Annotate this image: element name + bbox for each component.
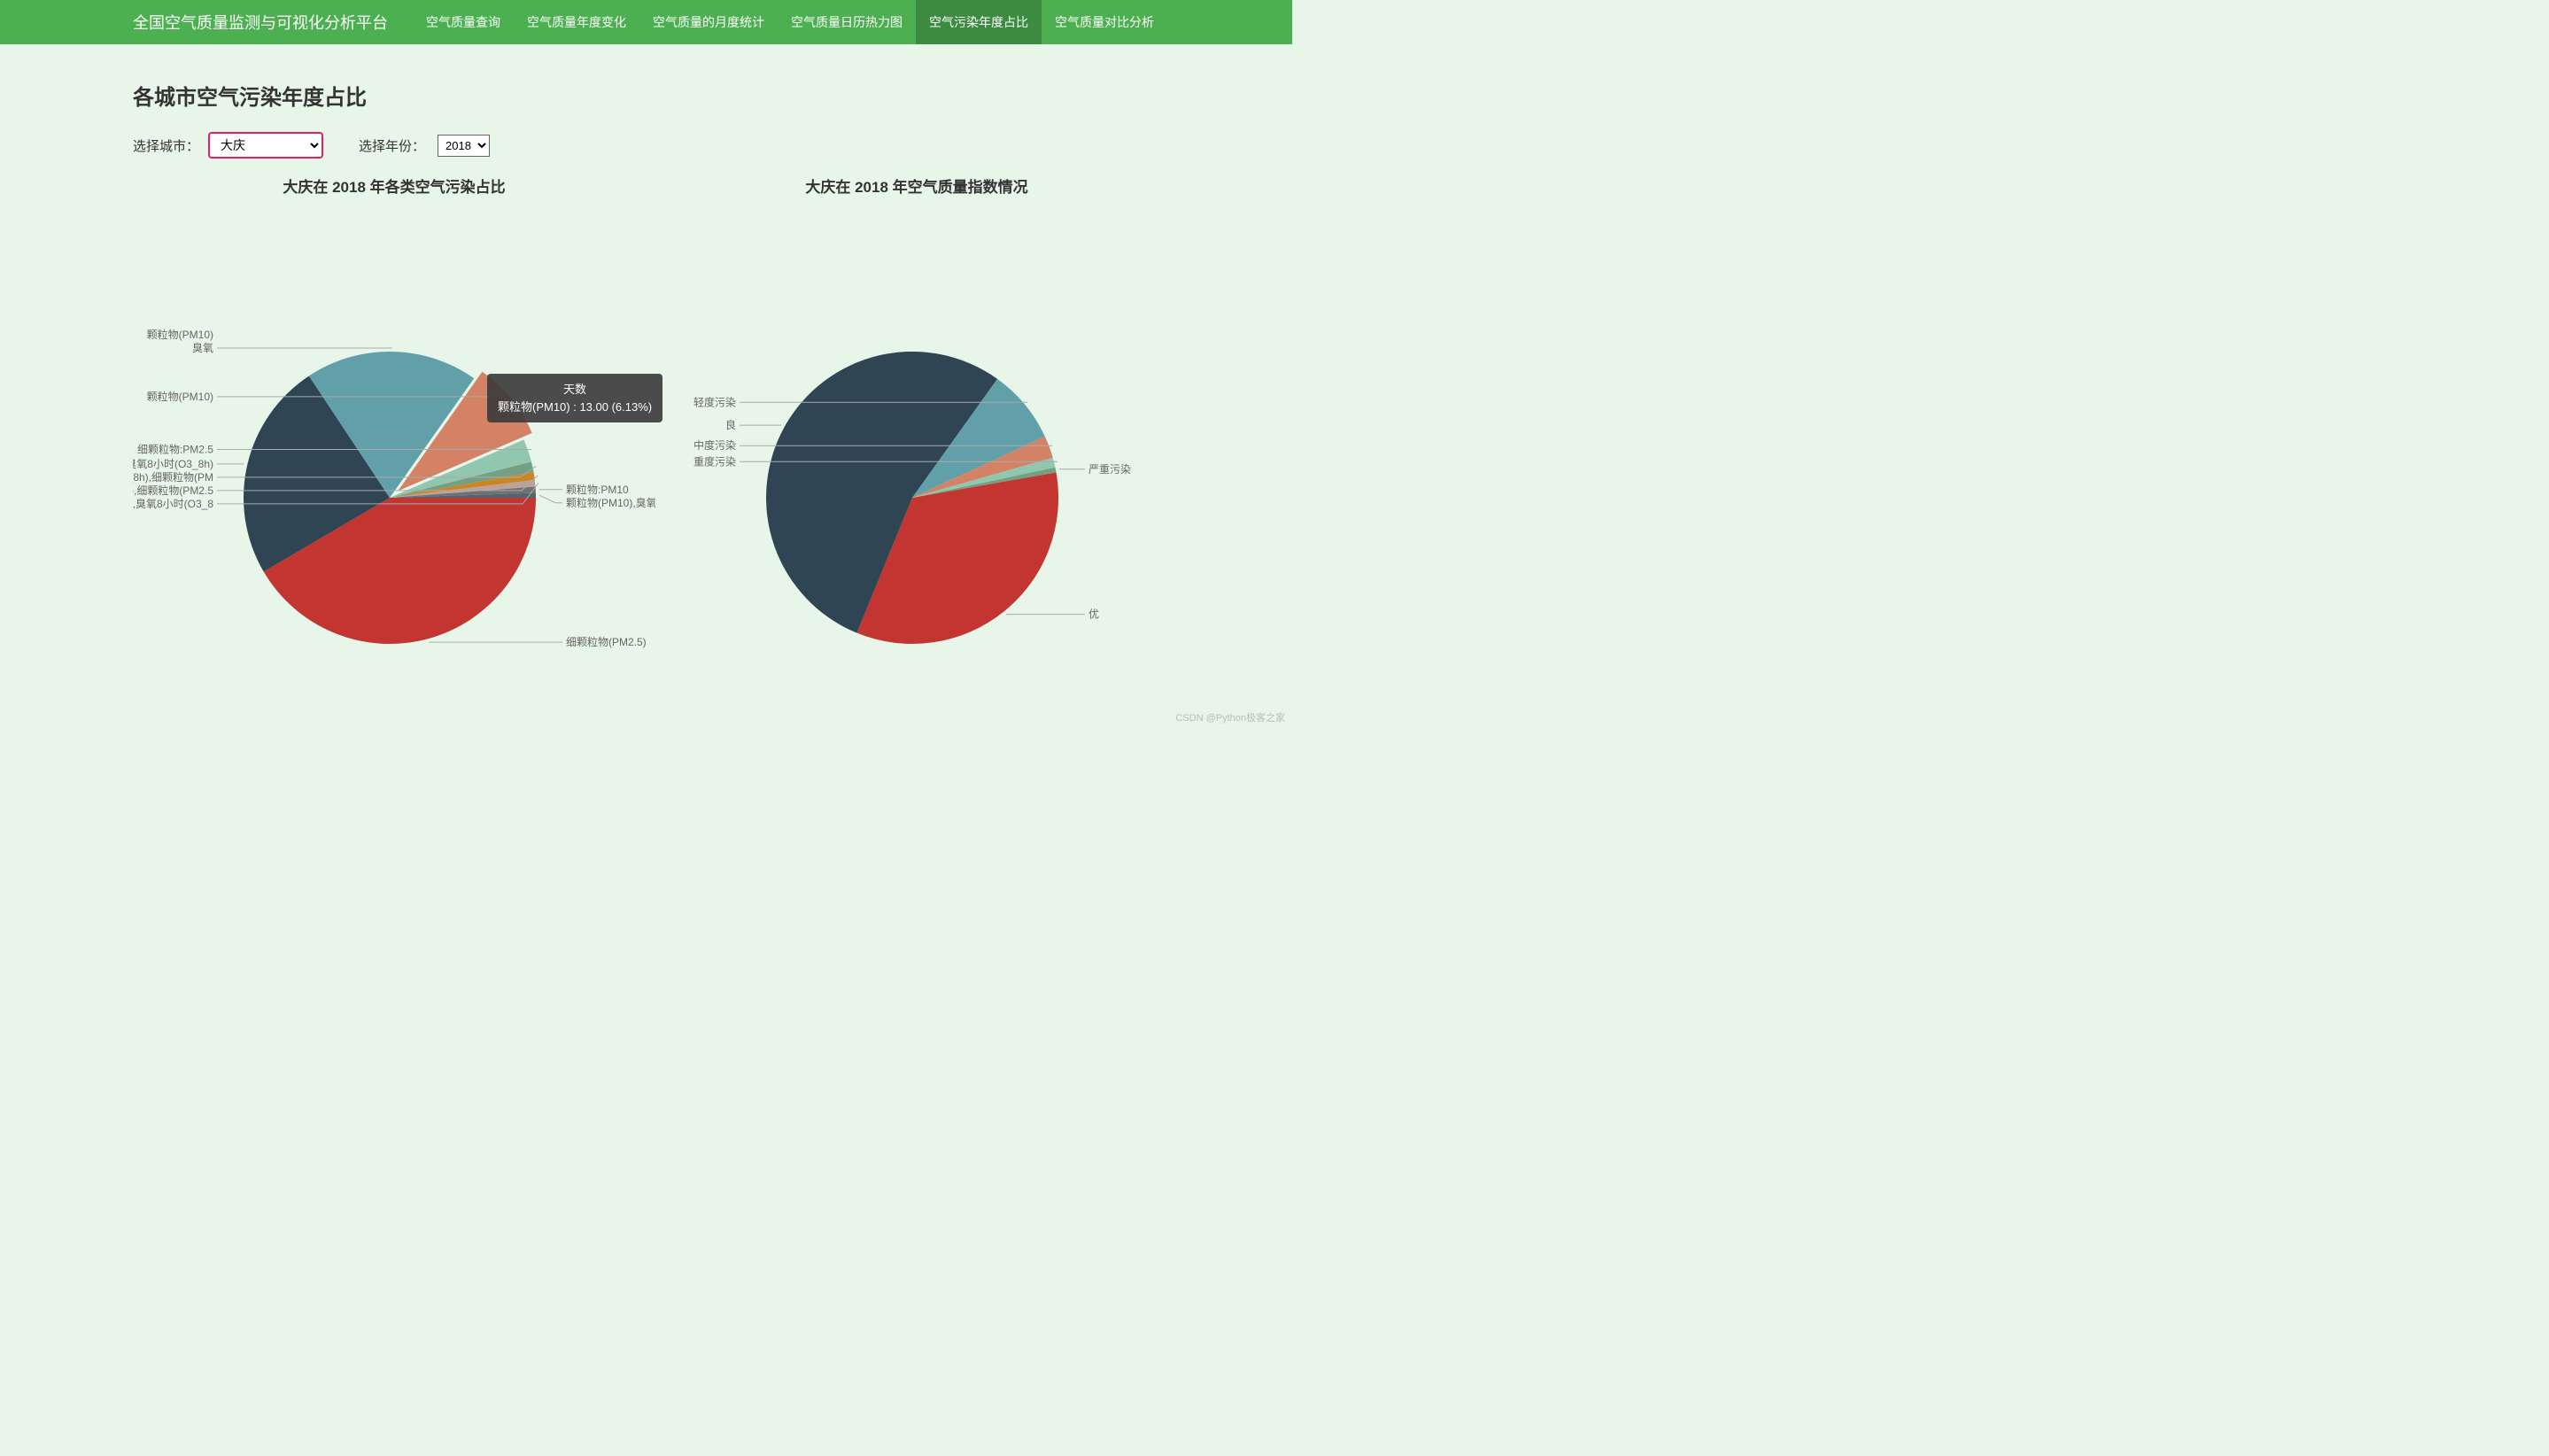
pie-chart-right[interactable]: 轻度污染良中度污染重度污染严重污染优 xyxy=(655,205,1178,684)
chart-right-title: 大庆在 2018 年空气质量指数情况 xyxy=(655,174,1178,197)
city-select[interactable]: 大庆 xyxy=(208,132,323,159)
slice-label: 二氧化氮(NO2),臭氧8小时(O3_8 xyxy=(133,497,213,510)
navbar: 全国空气质量监测与可视化分析平台 空气质量查询空气质量年度变化空气质量的月度统计… xyxy=(0,0,1292,44)
slice-label-extra: 颗粒物(PM10) xyxy=(147,328,213,341)
chart-left-title: 大庆在 2018 年各类空气污染占比 xyxy=(133,174,655,197)
slice-label: 颗粒物:PM10 xyxy=(566,483,629,496)
slice-label: 良 xyxy=(725,418,736,431)
slice-label: 臭氧8小时(O3_8h),细颗粒物(PM xyxy=(133,470,213,484)
page-title: 各城市空气污染年度占比 xyxy=(133,80,1292,111)
slice-label: 优 xyxy=(1089,608,1099,621)
slice-label: 重度污染 xyxy=(693,454,736,468)
brand-title: 全国空气质量监测与可视化分析平台 xyxy=(133,11,388,34)
slice-label: 颗粒物(PM10) xyxy=(147,390,213,403)
slice-label: 细颗粒物:PM2.5 xyxy=(137,442,213,455)
slice-label: 严重污染 xyxy=(1089,462,1131,476)
watermark: CSDN @Python极客之家 xyxy=(1175,710,1285,724)
slice-label: 中度污染 xyxy=(693,438,736,452)
chart-aqi-ratio: 大庆在 2018 年空气质量指数情况 轻度污染良中度污染重度污染严重污染优 xyxy=(655,174,1178,684)
nav-item[interactable]: 空气质量查询 xyxy=(413,0,514,44)
nav-items: 空气质量查询空气质量年度变化空气质量的月度统计空气质量日历热力图空气污染年度占比… xyxy=(413,0,1167,44)
nav-item[interactable]: 空气污染年度占比 xyxy=(916,0,1042,44)
nav-item[interactable]: 空气质量对比分析 xyxy=(1042,0,1167,44)
pie-chart-left[interactable]: 臭氧颗粒物(PM10)细颗粒物:PM2.5臭氧8小时(O3_8h)臭氧8小时(O… xyxy=(133,205,655,684)
year-label: 选择年份： xyxy=(359,136,425,155)
nav-item[interactable]: 空气质量日历热力图 xyxy=(778,0,916,44)
chart-pollution-ratio: 大庆在 2018 年各类空气污染占比 臭氧颗粒物(PM10)细颗粒物:PM2.5… xyxy=(133,174,655,684)
slice-label: 臭氧 xyxy=(192,341,213,354)
charts-row: 大庆在 2018 年各类空气污染占比 臭氧颗粒物(PM10)细颗粒物:PM2.5… xyxy=(0,174,1292,684)
slice-label: 颗粒物(PM10),细颗粒物(PM2.5 xyxy=(133,484,213,497)
controls-row: 选择城市： 大庆 选择年份： 2018 xyxy=(133,132,1292,159)
nav-item[interactable]: 空气质量年度变化 xyxy=(514,0,639,44)
slice-label: 轻度污染 xyxy=(693,395,736,408)
slice-label: 颗粒物(PM10),臭氧8小时(O3_8 xyxy=(566,496,655,509)
year-select[interactable]: 2018 xyxy=(438,135,490,157)
slice-label: 臭氧8小时(O3_8h) xyxy=(133,457,213,470)
nav-item[interactable]: 空气质量的月度统计 xyxy=(639,0,778,44)
slice-label: 细颗粒物(PM2.5) xyxy=(566,635,647,648)
city-label: 选择城市： xyxy=(133,136,199,155)
